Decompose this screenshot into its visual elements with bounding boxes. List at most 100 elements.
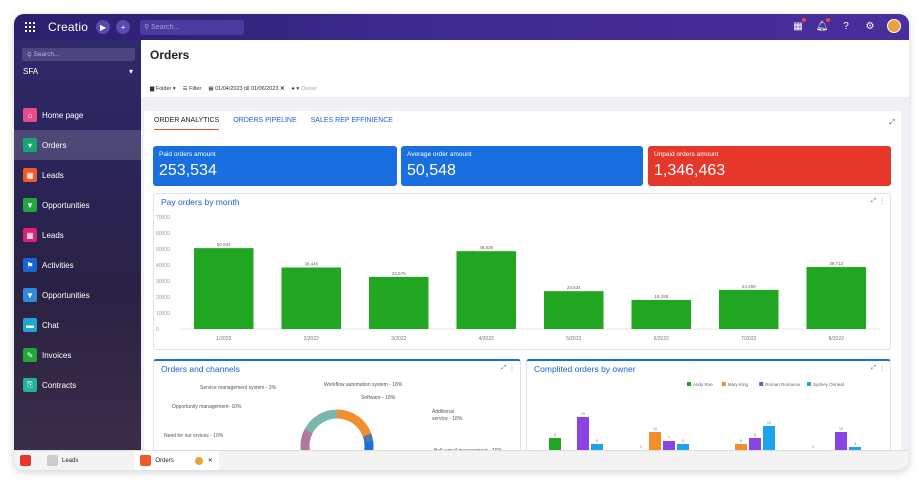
global-search-input[interactable]: ⚲ Search...	[140, 19, 245, 35]
bar	[719, 289, 779, 329]
taskbar-item-leads[interactable]: Leads	[62, 457, 79, 464]
pie-slice	[304, 409, 338, 434]
sidebar-item-opportunities[interactable]: ▼ Opportunities	[14, 280, 141, 310]
main-area: Orders ▆ Folder ▾ ☰ Filter ▦ 01/04/2023 …	[141, 40, 909, 456]
app-window: Creatio ▶ + ⚲ Search... ▦ 🔔︎ ? ⚙ ⚲ Searc…	[14, 14, 909, 470]
sidebar-item-home-page[interactable]: ⌂ Home page	[14, 100, 141, 130]
more-icon[interactable]: ⋮	[509, 366, 515, 372]
x-tick-label: 3/2022	[391, 336, 407, 342]
help-icon[interactable]: ?	[843, 20, 849, 32]
chat-icon: ▬	[23, 318, 37, 332]
data-label: 32,575	[392, 271, 406, 276]
x-tick-label: 2/2022	[304, 336, 320, 342]
date-filter[interactable]: ▦ 01/04/2023 till 01/06/2023 ✕	[208, 86, 285, 92]
tab-sales-rep-efficiency[interactable]: SALES REP EFFINIENCE	[310, 117, 393, 124]
bar	[577, 417, 589, 456]
taskbar-label: Orders	[155, 457, 174, 464]
sidebar-item-opportunities[interactable]: ▼ Opportunities	[14, 190, 141, 220]
expand-icon[interactable]: ⤢	[889, 119, 895, 126]
sidebar-search-input[interactable]: ⚲ Search...	[22, 48, 135, 61]
leads-icon[interactable]	[47, 455, 58, 466]
kpi-value: 253,534	[159, 162, 217, 179]
apps-icon[interactable]: ▦	[791, 18, 806, 33]
kpi-average-order: Average order amount 50,548	[401, 146, 643, 186]
play-icon[interactable]: ▶	[96, 20, 111, 34]
close-icon[interactable]: ✕	[279, 86, 285, 92]
pie-label: Service management system - 3%	[200, 385, 277, 391]
gear-icon[interactable]: ⚙	[865, 20, 875, 32]
data-label: 8	[754, 433, 756, 437]
flag-icon: ⚑	[23, 258, 37, 272]
pie-label: Additional	[432, 409, 454, 415]
sidebar-item-label: Leads	[42, 170, 64, 180]
apps-grid-icon[interactable]	[24, 21, 36, 33]
page-header: Orders ▆ Folder ▾ ☰ Filter ▦ 01/04/2023 …	[141, 40, 909, 97]
bell-icon[interactable]: 🔔︎	[815, 18, 830, 33]
tab-order-analytics[interactable]: ORDER ANALYTICS	[154, 117, 220, 130]
app-icon[interactable]	[20, 455, 31, 466]
x-tick-label: 8/2022	[829, 336, 845, 342]
contract-icon: ⎘	[23, 378, 37, 392]
more-icon[interactable]: ⋮	[879, 199, 885, 205]
sidebar: ⚲ Search... SFA ▾ ⌂ Home page ▾ Orders ▦ Leads…	[14, 40, 141, 450]
folder-button[interactable]: ▆ Folder ▾	[150, 86, 176, 92]
sidebar-item-orders[interactable]: ▾ Orders	[14, 130, 141, 160]
chart-title: Orders and channels	[161, 364, 240, 374]
sidebar-item-leads[interactable]: ▦ Leads	[14, 160, 141, 190]
sidebar-item-label: Invoices	[42, 350, 72, 360]
leads-icon: ▦	[23, 168, 37, 182]
bar	[763, 426, 775, 456]
orders-channels-chart: Workflow automation system - 18% Service …	[164, 382, 503, 456]
legend-swatch	[807, 382, 811, 386]
data-label: 48,636	[479, 245, 493, 250]
sidebar-item-contracts[interactable]: ⎘ Contracts	[14, 370, 141, 400]
funnel-icon: ▼	[23, 288, 37, 302]
avatar	[193, 455, 204, 466]
y-tick-label: 30000	[156, 279, 170, 285]
legend-label: Mary King	[728, 382, 749, 387]
data-label: 24,459	[742, 284, 756, 289]
sidebar-item-label: Leads	[42, 230, 64, 240]
workspace-selector[interactable]: SFA ▾	[23, 67, 133, 76]
sidebar-item-activities[interactable]: ⚑ Activities	[14, 250, 141, 280]
filter-button[interactable]: ☰ Filter	[182, 86, 202, 92]
taskbar-item-orders[interactable]: Orders ✕	[134, 450, 219, 470]
sidebar-item-label: Opportunities	[42, 290, 90, 300]
invoice-icon: ✎	[23, 348, 37, 362]
y-tick-label: 40000	[156, 263, 170, 269]
pie-slice	[300, 428, 313, 453]
completed-orders-panel: Complited orders by owner ⤢ ⋮ Andy Roe Ma…	[526, 359, 891, 456]
owner-filter[interactable]: ● ▾ Owner	[291, 86, 317, 92]
sidebar-item-label: Activities	[42, 260, 74, 270]
avatar[interactable]	[887, 19, 901, 33]
bar	[456, 251, 516, 329]
kpi-paid-orders: Paid orders amount 253,534	[153, 146, 397, 186]
add-icon[interactable]: +	[116, 20, 131, 34]
pay-orders-chart: 0 10000 20000 30000 40000 50000 60000 70000 50,5…	[156, 215, 880, 342]
pie-label: service - 18%	[432, 416, 463, 422]
data-label: 23,634	[567, 285, 581, 290]
data-label: 5	[854, 442, 856, 446]
sidebar-item-label: Chat	[42, 320, 59, 330]
pie-label: Opportunity management- 10%	[172, 404, 242, 410]
tab-orders-pipeline[interactable]: ORDERS PIPELINE	[233, 117, 297, 124]
bar	[806, 267, 866, 329]
pie-label: Need for our srvices - 10%	[164, 433, 224, 439]
y-tick-label: 70000	[156, 215, 170, 221]
orders-channels-panel: Orders and channels ⤢ ⋮ Workflow automat…	[153, 359, 521, 456]
more-icon[interactable]: ⋮	[879, 366, 885, 372]
data-label: 4	[640, 445, 642, 449]
bar	[631, 299, 691, 329]
data-label: 8	[554, 433, 556, 437]
sidebar-item-leads[interactable]: ▦ Leads	[14, 220, 141, 250]
expand-icon[interactable]: ⤢	[871, 198, 876, 204]
cart-icon: ▾	[23, 138, 37, 152]
expand-icon[interactable]: ⤢	[871, 365, 876, 371]
sidebar-item-invoices[interactable]: ✎ Invoices	[14, 340, 141, 370]
sidebar-item-chat[interactable]: ▬ Chat	[14, 310, 141, 340]
close-icon[interactable]: ✕	[207, 458, 213, 464]
chart-title: Complited orders by owner	[534, 364, 636, 374]
y-tick-label: 20000	[156, 295, 170, 301]
expand-icon[interactable]: ⤢	[501, 365, 506, 371]
dashboard-card: ORDER ANALYTICS ORDERS PIPELINE SALES RE…	[144, 111, 901, 456]
